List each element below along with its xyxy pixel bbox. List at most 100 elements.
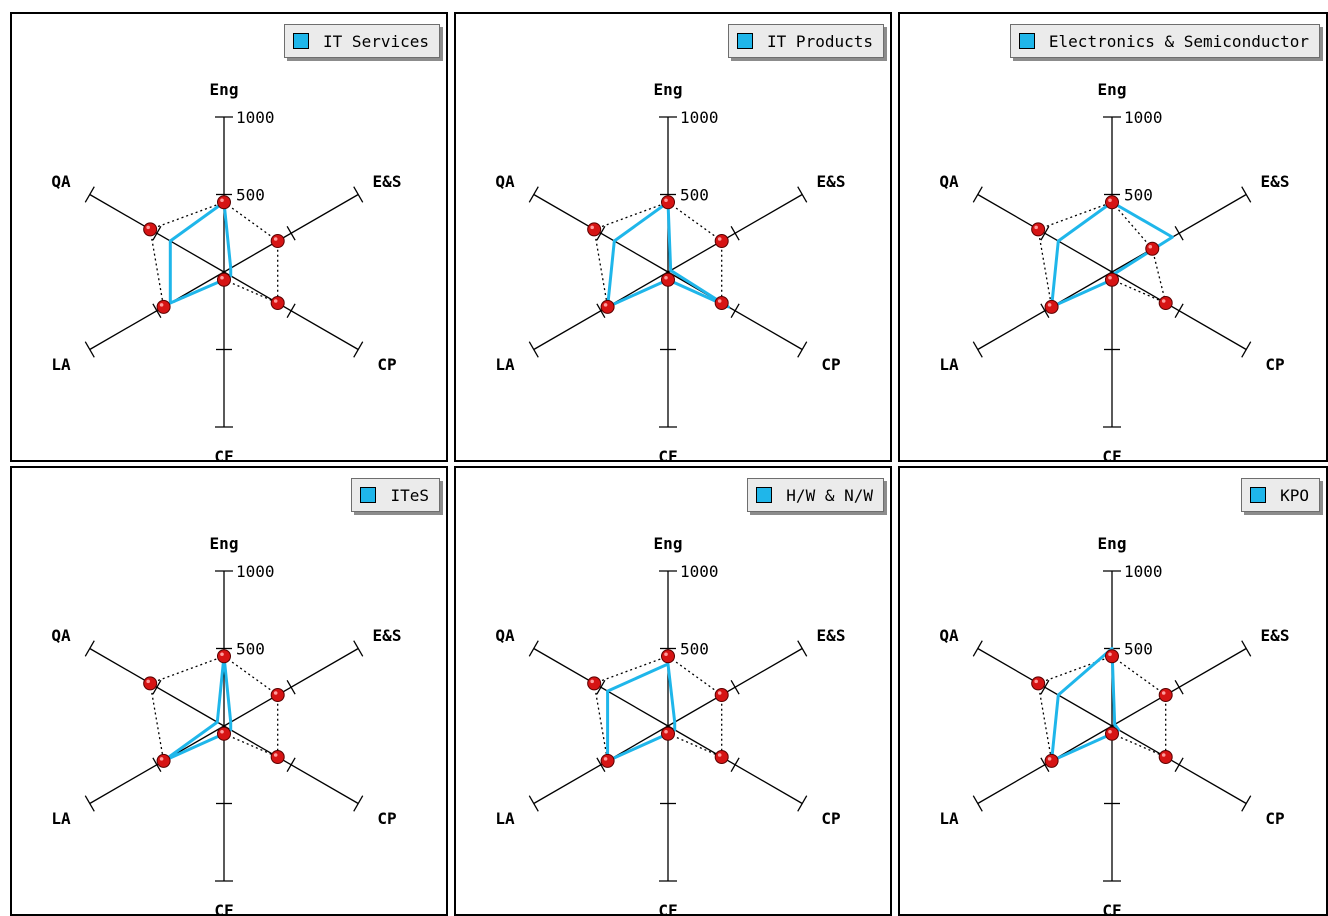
reference-point	[143, 676, 158, 691]
tick-label: 1000	[1124, 562, 1163, 581]
axis-label: Eng	[210, 80, 239, 99]
reference-point-highlight	[220, 275, 224, 280]
axis-label: E&S	[817, 172, 846, 191]
reference-point	[587, 676, 602, 691]
reference-point	[1145, 241, 1160, 256]
reference-point-highlight	[664, 652, 668, 657]
legend-label: IT Services	[323, 31, 429, 51]
reference-point	[600, 299, 615, 314]
axis-end-cap	[353, 186, 364, 203]
axis-label: Eng	[1098, 534, 1127, 553]
axis-label: CF	[658, 447, 677, 462]
axis-end-cap	[528, 640, 539, 657]
reference-point-highlight	[603, 303, 608, 307]
reference-point	[661, 649, 675, 664]
tick-label: 1000	[680, 108, 719, 127]
axis-label: CP	[821, 809, 840, 828]
reference-point	[1105, 272, 1119, 287]
reference-point	[600, 753, 615, 768]
reference-point-highlight	[664, 198, 668, 203]
reference-point	[1031, 676, 1046, 691]
reference-point-highlight	[1034, 679, 1038, 684]
reference-point-highlight	[590, 225, 594, 230]
reference-point-highlight	[1047, 757, 1052, 761]
axis-tick	[730, 757, 740, 773]
reference-point	[587, 222, 602, 237]
axis-label: E&S	[1261, 172, 1290, 191]
radar-panel: Eng E&S CP CF LA QA 500 1000 IT Services	[10, 12, 448, 462]
axis-tick	[286, 757, 296, 773]
reference-point	[1044, 299, 1059, 314]
axis-tick	[1174, 679, 1184, 695]
axis-label: CF	[214, 901, 233, 916]
axis-tick	[596, 303, 606, 319]
reference-point-highlight	[159, 757, 164, 761]
tick-label: 500	[236, 640, 265, 659]
reference-point	[1158, 750, 1173, 764]
reference-point-highlight	[1108, 729, 1112, 734]
radar-panel: Eng E&S CP CF LA QA 500 1000 H/W & N/W	[454, 466, 892, 916]
radar-panel: Eng E&S CP CF LA QA 500 1000 Electronics & Semic…	[898, 12, 1328, 462]
reference-point	[714, 688, 729, 702]
axis-tick	[286, 679, 296, 695]
axis-label: CP	[821, 355, 840, 374]
legend: ITeS	[351, 478, 440, 512]
axis-tick	[152, 679, 162, 695]
reference-point-highlight	[664, 275, 668, 280]
tick-label: 1000	[236, 108, 275, 127]
reference-point-highlight	[717, 691, 722, 695]
reference-point	[270, 688, 285, 702]
radar-chart: Eng E&S CP CF LA QA 500 1000	[51, 534, 401, 916]
reference-point	[714, 750, 729, 764]
reference-point	[661, 272, 675, 287]
axis-end-cap	[972, 186, 983, 203]
radar-chart: Eng E&S CP CF LA QA 500 1000	[495, 534, 845, 914]
radar-chart: Eng E&S CP CF LA QA 500 1000	[939, 534, 1289, 916]
reference-point-highlight	[1034, 225, 1038, 230]
reference-point	[156, 299, 171, 314]
reference-point	[1105, 726, 1119, 741]
legend-label: IT Products	[767, 31, 873, 51]
axis-label: LA	[939, 355, 959, 374]
legend-label: ITeS	[390, 485, 429, 505]
axis-end-cap	[84, 640, 95, 657]
reference-point	[1158, 296, 1173, 310]
tick-label: 500	[680, 186, 709, 205]
axis-end-cap	[84, 186, 95, 203]
axis-label: Eng	[654, 80, 683, 99]
reference-point-highlight	[1148, 244, 1153, 249]
reference-point-highlight	[220, 729, 224, 734]
axis-tick	[596, 225, 606, 241]
radar-panel: Eng E&S CP CF LA QA 500 1000 IT Products	[454, 12, 892, 462]
reference-point	[714, 234, 729, 248]
axis-label: LA	[495, 809, 515, 828]
reference-point-highlight	[220, 198, 224, 203]
tick-label: 500	[236, 186, 265, 205]
axis-label: LA	[51, 355, 71, 374]
reference-point	[661, 195, 675, 210]
axis-tick	[1040, 303, 1050, 319]
reference-point	[143, 222, 158, 237]
axis-label: CF	[1102, 901, 1121, 916]
reference-point-highlight	[664, 729, 668, 734]
reference-point-highlight	[273, 753, 278, 757]
axis-end-cap	[353, 795, 364, 812]
axis-end-cap	[1241, 186, 1252, 203]
reference-point-highlight	[146, 225, 150, 230]
axis-end-cap	[797, 640, 808, 657]
tick-label: 500	[1124, 640, 1153, 659]
reference-point	[270, 234, 285, 248]
reference-point-highlight	[273, 237, 278, 241]
reference-point-highlight	[717, 753, 722, 757]
axis-end-cap	[797, 795, 808, 812]
axis-label: CF	[1102, 447, 1121, 462]
reference-point-highlight	[159, 303, 164, 307]
legend-swatch	[737, 33, 754, 49]
axis-end-cap	[84, 795, 95, 812]
axis-label: QA	[51, 626, 71, 645]
legend-label: KPO	[1280, 485, 1309, 505]
reference-point	[270, 296, 285, 310]
reference-point	[1158, 688, 1173, 702]
axis-label: CP	[377, 355, 396, 374]
